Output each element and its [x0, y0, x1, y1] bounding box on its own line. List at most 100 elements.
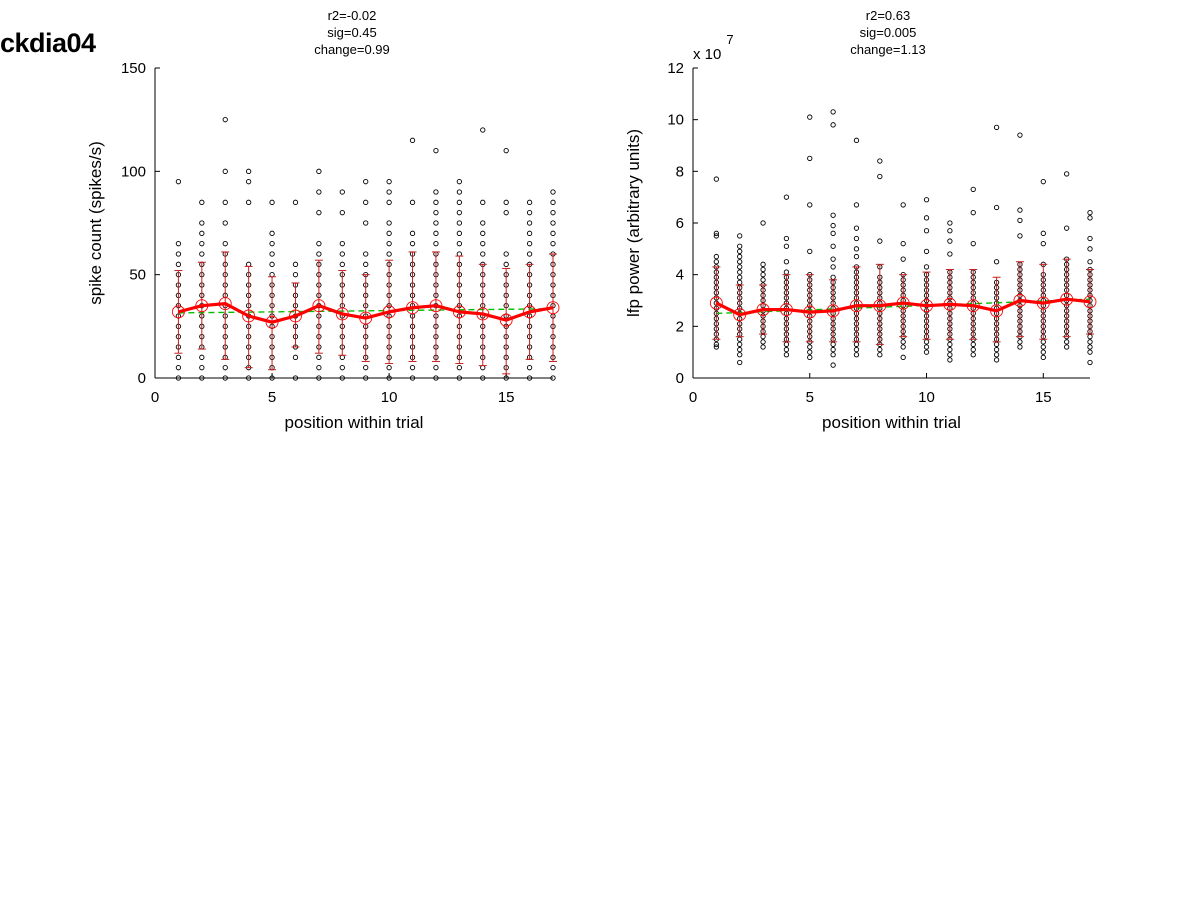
data-point [222, 241, 228, 247]
x-tick-label: 15 [1035, 389, 1052, 406]
data-point [1040, 354, 1046, 360]
x-tick-label: 15 [498, 389, 515, 406]
data-point [386, 365, 392, 371]
data-point [550, 230, 556, 236]
data-point [175, 241, 182, 247]
data-point [409, 375, 416, 381]
data-point [222, 117, 228, 123]
y-tick-label: 100 [121, 163, 146, 180]
mean-marker [499, 313, 513, 327]
mean-line [178, 302, 554, 324]
y-tick-label: 0 [676, 370, 684, 387]
mean-marker [289, 309, 302, 323]
data-point [245, 375, 252, 381]
data-point [947, 251, 953, 257]
data-point [199, 220, 205, 226]
data-point [222, 220, 228, 226]
data-point [760, 266, 766, 273]
data-point [363, 179, 369, 185]
data-point [503, 210, 509, 216]
mean-marker [920, 299, 933, 313]
data-point [175, 251, 182, 257]
mean-marker [756, 303, 770, 316]
data-point [292, 272, 299, 278]
data-point [526, 230, 533, 236]
data-point [830, 222, 836, 229]
data-point [175, 179, 182, 185]
mean-marker [803, 305, 817, 319]
mean-marker [546, 301, 560, 315]
data-point [807, 354, 813, 360]
mean-marker [312, 299, 326, 313]
data-point [947, 341, 953, 348]
x-axis-label: position within trial [285, 413, 424, 432]
data-point [269, 230, 275, 236]
data-point [409, 241, 416, 247]
data-point [526, 241, 533, 247]
data-point [550, 375, 556, 381]
data-point [993, 259, 1000, 265]
data-point [199, 199, 205, 205]
data-point [970, 341, 976, 348]
data-point [1087, 215, 1093, 221]
x-tick-label: 0 [689, 389, 697, 406]
data-point [713, 176, 720, 182]
mean-marker [779, 303, 793, 316]
data-point [760, 261, 766, 267]
data-point [737, 341, 743, 348]
data-point [993, 346, 1000, 353]
data-point [1087, 246, 1093, 252]
mean-marker [1013, 294, 1027, 307]
data-point [316, 241, 322, 247]
data-point [456, 199, 463, 205]
data-point [900, 256, 906, 262]
stat-label: sig=0.005 [860, 25, 917, 40]
data-point [923, 248, 930, 255]
data-point [269, 272, 275, 278]
data-point [386, 199, 392, 205]
data-point [853, 225, 860, 231]
data-point [853, 253, 860, 260]
data-point [480, 251, 486, 257]
data-point [830, 122, 836, 128]
data-point [433, 365, 439, 371]
x-tick-label: 5 [806, 389, 814, 406]
data-point [853, 137, 860, 143]
mean-marker [826, 304, 840, 318]
data-point [807, 349, 813, 355]
mean-marker [1060, 292, 1074, 306]
data-point [737, 248, 743, 255]
mean-marker [218, 297, 232, 311]
data-point [199, 365, 205, 371]
data-point [175, 354, 182, 360]
data-point [292, 354, 299, 360]
data-point [877, 238, 883, 244]
y-tick-label: 0 [138, 370, 146, 387]
data-point [316, 365, 322, 371]
y-tick-label: 4 [676, 267, 684, 284]
mean-marker [709, 296, 723, 310]
y-tick-label: 6 [676, 215, 684, 232]
data-point [830, 264, 836, 270]
data-point [292, 199, 299, 205]
data-point [175, 261, 182, 267]
data-point [713, 259, 720, 265]
data-point [993, 204, 1000, 211]
data-point [386, 189, 392, 195]
mean-marker [476, 307, 490, 321]
data-point [830, 362, 836, 368]
data-point [1087, 359, 1093, 366]
data-point [480, 220, 486, 226]
data-point [923, 197, 930, 203]
data-point [970, 346, 976, 353]
data-point [480, 230, 486, 236]
data-point [245, 199, 252, 205]
mean-line [715, 297, 1091, 317]
data-point [269, 261, 275, 267]
data-point [947, 220, 953, 226]
data-point [853, 246, 860, 252]
stat-label: change=1.13 [850, 42, 926, 57]
x-tick-label: 10 [381, 389, 398, 406]
data-point [737, 264, 743, 270]
data-point [970, 241, 976, 247]
